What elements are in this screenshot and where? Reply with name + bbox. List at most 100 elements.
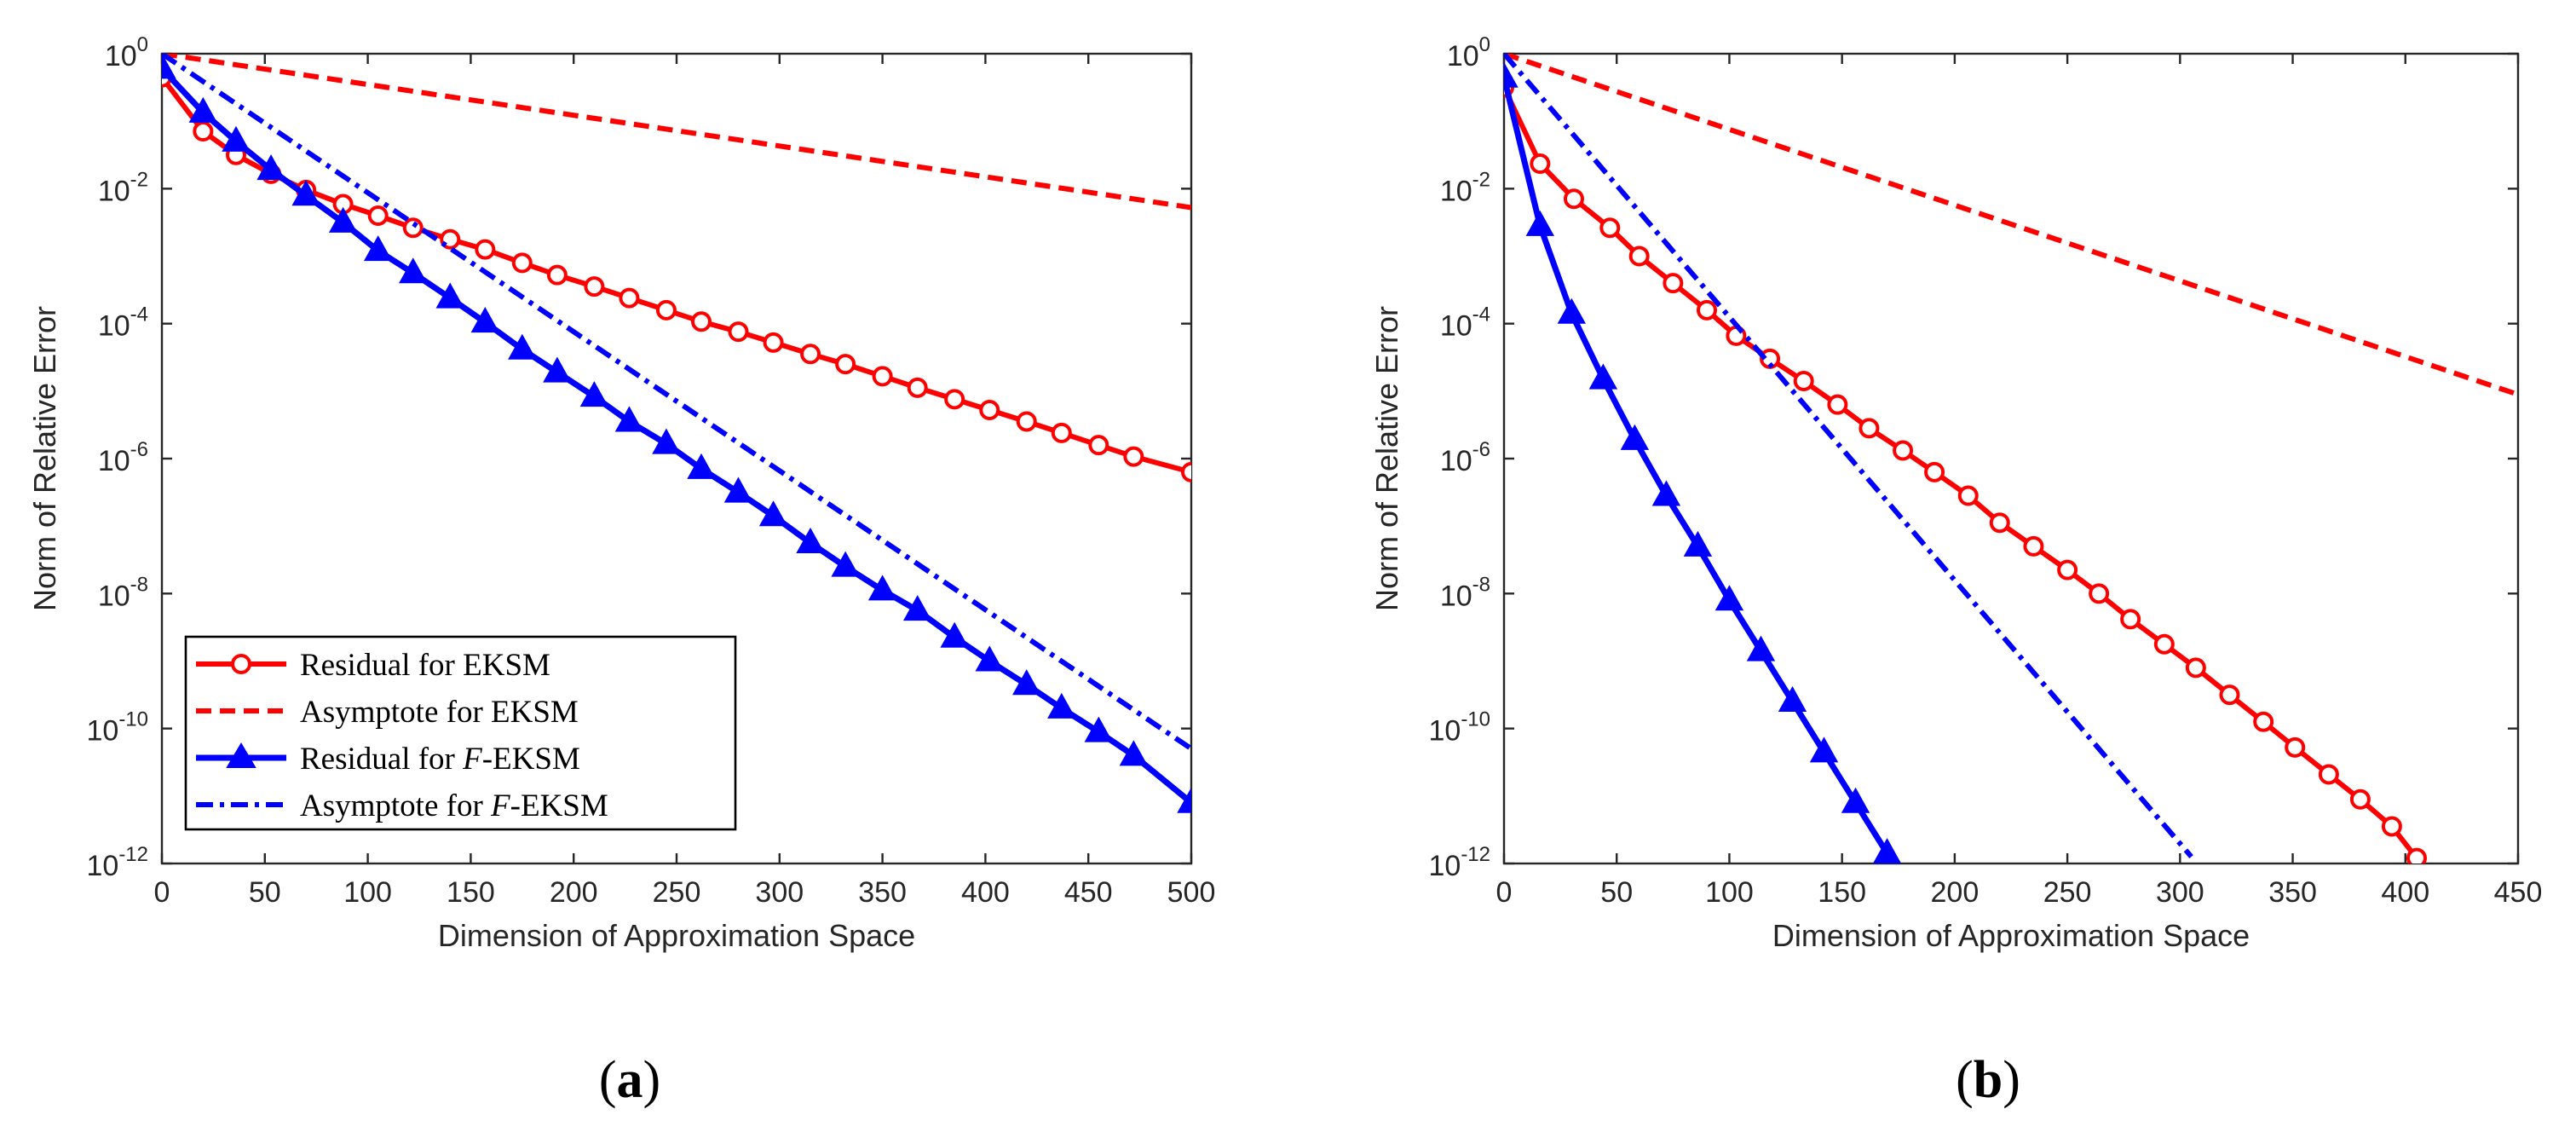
data-point-circle (1893, 440, 1914, 461)
data-point-circle (1181, 461, 1191, 482)
data-point-circle (907, 377, 928, 398)
data-point-triangle (687, 453, 716, 479)
data-point-circle (1827, 394, 1848, 415)
series-line (1504, 54, 2518, 397)
data-point-triangle (831, 551, 860, 577)
data-point-triangle (1588, 363, 1618, 390)
data-point-triangle (399, 257, 428, 284)
data-point-circle (1051, 422, 1072, 443)
series-residual-for-f-eksm (1504, 61, 1932, 914)
data-point-circle (1793, 370, 1814, 391)
data-point-circle (728, 321, 749, 343)
data-point-circle (2318, 764, 2339, 785)
data-point-triangle (940, 621, 969, 648)
panel-label: (b) (1956, 1051, 2020, 1109)
series-layer (1504, 54, 2518, 914)
data-point-triangle (1746, 635, 1776, 661)
data-point-triangle (1620, 424, 1650, 450)
legend-label: Residual for EKSM (300, 648, 550, 683)
x-axis-label: Dimension of Approximation Space (1772, 918, 2250, 953)
data-point-triangle (470, 307, 500, 333)
x-tick-label: 250 (2043, 876, 2092, 909)
data-point-circle (2089, 583, 2110, 604)
data-point-circle (1957, 485, 1979, 506)
x-tick-label: 400 (961, 876, 1010, 909)
data-point-triangle (222, 125, 251, 152)
data-point-triangle (1714, 585, 1744, 611)
data-point-circle (979, 400, 1000, 420)
y-tick-label: 10-2 (1440, 168, 1490, 207)
series-line (162, 75, 1191, 475)
y-tick-label: 10-4 (1440, 303, 1490, 343)
legend-entry-asymptote-eksm: Asymptote for EKSM (196, 695, 579, 730)
x-axis-label: Dimension of Approximation Space (438, 918, 915, 953)
data-point-triangle (579, 381, 609, 407)
data-point-circle (944, 389, 965, 410)
data-point-triangle (867, 575, 897, 601)
x-tick-label: 0 (1496, 876, 1513, 909)
y-tick-label: 10-8 (98, 573, 148, 612)
x-tick-label: 50 (249, 876, 281, 909)
data-point-triangle (1778, 685, 1807, 712)
data-point-triangle (1683, 530, 1713, 557)
series-residual-for-eksm (1504, 77, 2427, 863)
panel-b: 0 50 100 150 200 250 300 350 400 450 10010-210-41… (1369, 33, 2542, 1109)
data-point-circle (763, 332, 784, 353)
x-tick-label: 50 (1600, 876, 1633, 909)
x-tick-label: 450 (2494, 876, 2543, 909)
data-point-circle (2285, 736, 2306, 758)
data-point-circle (835, 354, 856, 375)
data-point-triangle (1047, 692, 1076, 719)
data-point-circle (1989, 512, 2010, 534)
data-point-circle (1599, 217, 1621, 239)
legend: Residual for EKSM Asymptote for EKSM Res… (184, 635, 737, 831)
data-point-circle (619, 287, 640, 309)
x-ticks: 0 50 100 150 200 250 300 350 400 450 500 (154, 54, 1215, 909)
data-point-triangle (1084, 716, 1113, 742)
data-point-circle (1088, 435, 1109, 456)
data-point-triangle (1557, 297, 1587, 324)
data-point-triangle (1504, 61, 1519, 88)
panel-a: 0 50 100 150 200 250 300 350 400 450 500 10010-210… (27, 33, 1215, 1109)
legend-entry-residual-eksm: Residual for EKSM (196, 648, 550, 683)
data-point-circle (546, 264, 568, 286)
data-point-circle (2023, 535, 2044, 557)
x-tick-label: 200 (550, 876, 598, 909)
data-point-circle (2057, 559, 2078, 580)
data-point-triangle (1841, 787, 1870, 813)
x-ticks: 0 50 100 150 200 250 300 350 400 450 (1496, 54, 2543, 909)
data-point-triangle (1177, 787, 1191, 813)
data-point-triangle (328, 206, 358, 233)
series-line (1504, 86, 2419, 860)
y-tick-label: 10-4 (98, 303, 148, 343)
y-axis-label: Norm of Relative Error (27, 306, 62, 611)
legend-label: Asymptote for EKSM (300, 695, 579, 730)
data-point-circle (2349, 788, 2371, 810)
legend-entry-asymptote-f-eksm: Asymptote for F-EKSM (196, 788, 608, 823)
data-point-triangle (188, 96, 218, 123)
data-point-triangle (291, 180, 320, 206)
data-point-circle (1697, 299, 1717, 321)
y-tick-label: 10-10 (86, 708, 148, 748)
data-point-triangle (256, 154, 285, 181)
data-point-circle (655, 299, 677, 321)
data-point-circle (2153, 633, 2175, 655)
series-layer (162, 54, 1191, 813)
axis-frame (1502, 52, 2520, 865)
data-point-circle (402, 217, 424, 239)
y-tick-label: 10-6 (98, 438, 148, 477)
data-point-circle (367, 205, 389, 226)
data-point-triangle (1809, 736, 1839, 763)
series-residual-for-f-eksm (162, 54, 1191, 813)
x-tick-label: 250 (653, 876, 701, 909)
x-tick-label: 450 (1064, 876, 1113, 909)
axes-box (1502, 52, 2520, 865)
x-tick-label: 300 (2156, 876, 2204, 909)
x-tick-label: 100 (1705, 876, 1754, 909)
data-point-triangle (902, 595, 932, 621)
y-tick-label: 10-10 (1428, 708, 1490, 748)
x-tick-label: 350 (2268, 876, 2317, 909)
data-point-triangle (1906, 891, 1932, 914)
series-asymptote-for-f-eksm (1504, 54, 2193, 859)
